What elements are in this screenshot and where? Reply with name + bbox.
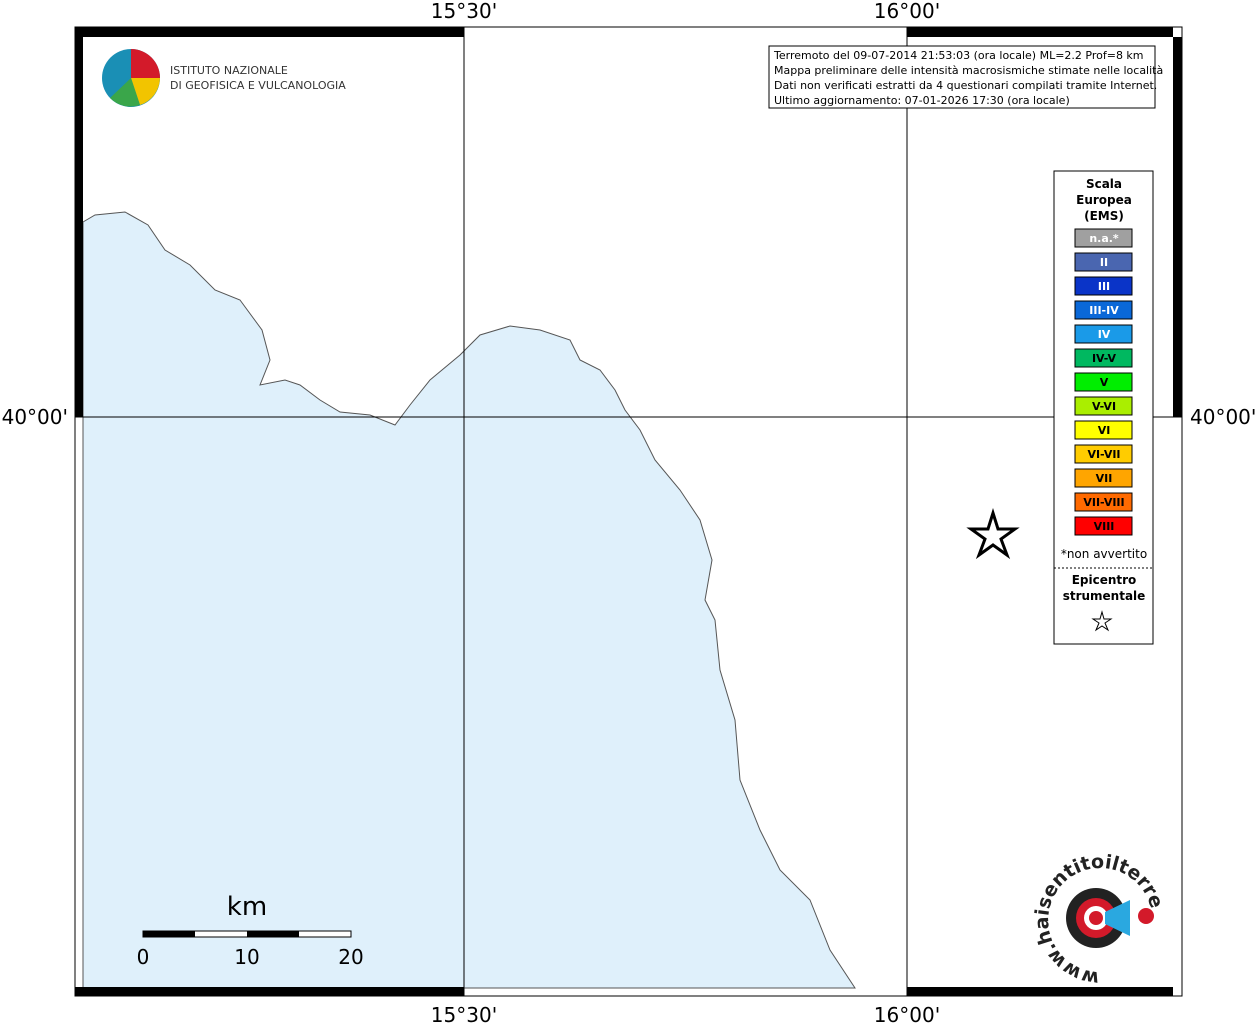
legend-title: (EMS): [1084, 209, 1124, 223]
lat-label: 40°00': [1190, 405, 1256, 429]
info-line: Dati non verificati estratti da 4 questi…: [774, 79, 1157, 92]
epicenter-star: [966, 507, 1020, 560]
info-line: Ultimo aggiornamento: 07-01-2026 17:30 (…: [774, 94, 1070, 107]
scale-bar: km 0 10 20: [137, 892, 364, 969]
scale-unit: km: [227, 892, 267, 922]
legend-label: V-VI: [1092, 400, 1116, 413]
legend-swatch: [1074, 252, 1133, 272]
scale-tick: 0: [137, 945, 150, 969]
legend-label: VII-VIII: [1083, 496, 1124, 509]
institute-name: DI GEOFISICA E VULCANOLOGIA: [170, 79, 346, 92]
legend-label: V: [1100, 376, 1109, 389]
legend-swatch: [1074, 492, 1133, 512]
scale-tick: 10: [234, 945, 259, 969]
legend-label: III-IV: [1089, 304, 1119, 317]
legend-swatch: [1074, 396, 1133, 416]
legend-swatch: [1074, 324, 1133, 344]
legend: ScalaEuropea(EMS)n.a.*IIIIIIII-IVIVIV-VV…: [1054, 177, 1153, 632]
legend-epicenter: Epicentro: [1072, 573, 1137, 587]
scale-tick: 20: [338, 945, 363, 969]
info-line: Terremoto del 09-07-2014 21:53:03 (ora l…: [773, 49, 1144, 62]
legend-epicenter: strumentale: [1063, 589, 1146, 603]
legend-label: III: [1098, 280, 1110, 293]
legend-star: [1091, 610, 1113, 632]
legend-swatch: [1074, 420, 1133, 440]
lon-label: 16°00': [874, 0, 940, 23]
legend-label: II: [1100, 256, 1108, 269]
legend-title: Europea: [1076, 193, 1132, 207]
legend-swatch: [1074, 300, 1133, 320]
legend-label: IV-V: [1092, 352, 1117, 365]
lat-label: 40°00': [2, 405, 68, 429]
legend-label: VI: [1098, 424, 1111, 437]
legend-label: n.a.*: [1089, 232, 1119, 245]
info-box: [768, 45, 1156, 109]
sea: [82, 211, 856, 989]
legend-note: *non avvertito: [1061, 547, 1147, 561]
ingv-logo: ISTITUTO NAZIONALE DI GEOFISICA E VULCAN…: [102, 49, 346, 107]
institute-name: ISTITUTO NAZIONALE: [170, 64, 288, 77]
legend-swatch: [1074, 228, 1133, 248]
lon-label: 15°30': [431, 0, 497, 23]
legend-label: VII: [1096, 472, 1113, 485]
lon-label: 15°30': [431, 1003, 497, 1024]
legend-swatch: [1074, 468, 1133, 488]
legend-label: IV: [1098, 328, 1111, 341]
legend-label: VIII: [1094, 520, 1115, 533]
legend-swatch: [1074, 348, 1133, 368]
frame-bands: [75, 27, 1182, 996]
lon-label: 16°00': [874, 1003, 940, 1024]
legend-swatch: [1074, 276, 1133, 296]
legend-title: Scala: [1086, 177, 1122, 191]
legend-swatch: [1074, 372, 1133, 392]
info-line: Mappa preliminare delle intensità macros…: [774, 64, 1163, 77]
graticule: [75, 27, 1182, 996]
legend-swatch: [1074, 516, 1133, 536]
info-text: Terremoto del 09-07-2014 21:53:03 (ora l…: [773, 49, 1163, 107]
legend-label: VI-VII: [1087, 448, 1120, 461]
legend-swatch: [1074, 444, 1133, 464]
